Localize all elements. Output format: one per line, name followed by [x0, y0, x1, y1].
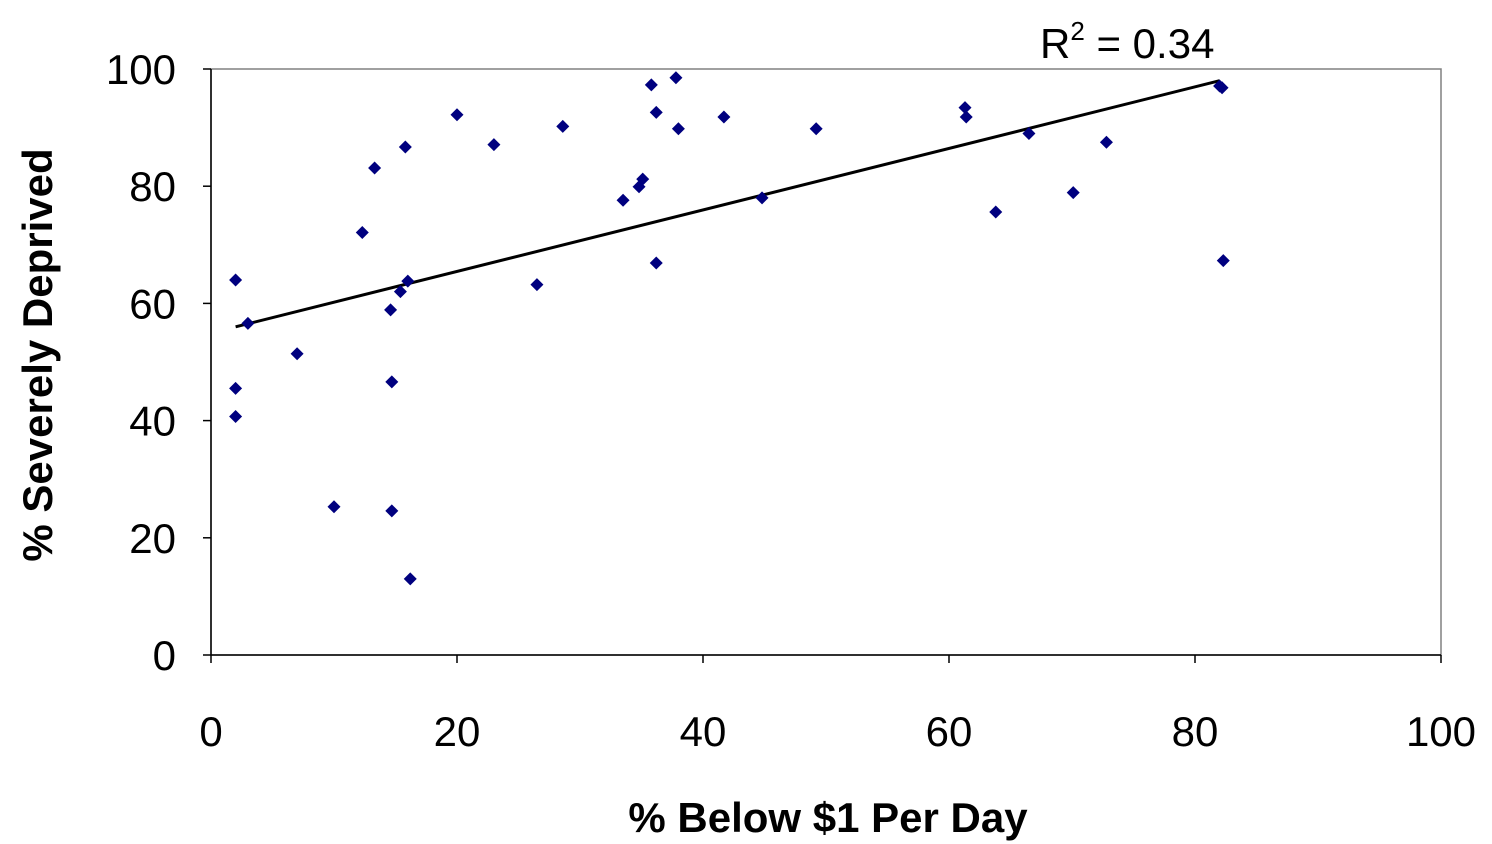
y-tick-label: 100	[106, 46, 176, 93]
data-point	[1216, 254, 1230, 268]
data-point	[989, 205, 1003, 219]
data-point	[616, 193, 630, 207]
data-point	[1022, 126, 1036, 140]
data-point	[327, 500, 341, 514]
tick-labels: 0 20 40 60 80 100 0 20 40 60 80 100	[106, 46, 1476, 755]
data-point	[385, 375, 399, 389]
data-point	[649, 105, 663, 119]
data-points	[229, 71, 1230, 586]
data-point	[368, 161, 382, 175]
data-point	[290, 347, 304, 361]
data-point	[636, 172, 650, 186]
y-tick-label: 60	[129, 280, 176, 327]
r-squared-superscript: 2	[1070, 16, 1084, 46]
data-point	[241, 316, 255, 330]
data-point	[401, 274, 415, 288]
y-axis-title: % Severely Deprived	[14, 148, 61, 561]
x-tick-label: 80	[1172, 708, 1219, 755]
data-point	[487, 138, 501, 152]
data-point	[229, 273, 243, 287]
data-point	[556, 119, 570, 133]
data-point	[649, 256, 663, 270]
x-axis-title: % Below $1 Per Day	[628, 794, 1028, 841]
data-point	[384, 303, 398, 317]
r-squared-base: R	[1040, 20, 1070, 67]
x-tick-label: 20	[434, 708, 481, 755]
data-point	[755, 191, 769, 205]
trendline-group	[235, 79, 1220, 329]
data-point	[717, 110, 731, 124]
data-point	[355, 225, 369, 239]
data-point	[959, 110, 973, 124]
data-point	[385, 504, 399, 518]
r-squared-value: = 0.34	[1085, 20, 1215, 67]
axis-ticks	[203, 68, 1442, 663]
y-tick-label: 0	[153, 632, 176, 679]
data-point	[809, 122, 823, 136]
x-tick-label: 60	[926, 708, 973, 755]
data-point	[1099, 135, 1113, 149]
y-tick-label: 20	[129, 515, 176, 562]
y-tick-label: 40	[129, 398, 176, 445]
data-point	[669, 71, 683, 85]
x-tick-label: 40	[680, 708, 727, 755]
y-tick-label: 80	[129, 163, 176, 210]
data-point	[403, 572, 417, 586]
data-point	[530, 278, 544, 292]
plot-area	[210, 68, 1442, 656]
r-squared-label: R2 = 0.34	[1040, 16, 1214, 67]
data-point	[644, 78, 658, 92]
data-point	[393, 285, 407, 299]
data-point	[229, 381, 243, 395]
data-point	[229, 409, 243, 423]
data-point	[398, 140, 412, 154]
data-point	[958, 101, 972, 115]
trendline	[235, 79, 1220, 329]
data-point	[1066, 186, 1080, 200]
x-tick-label: 0	[199, 708, 222, 755]
data-point	[450, 108, 464, 122]
data-point	[671, 122, 685, 136]
x-tick-label: 100	[1406, 708, 1476, 755]
data-point	[1215, 81, 1229, 95]
